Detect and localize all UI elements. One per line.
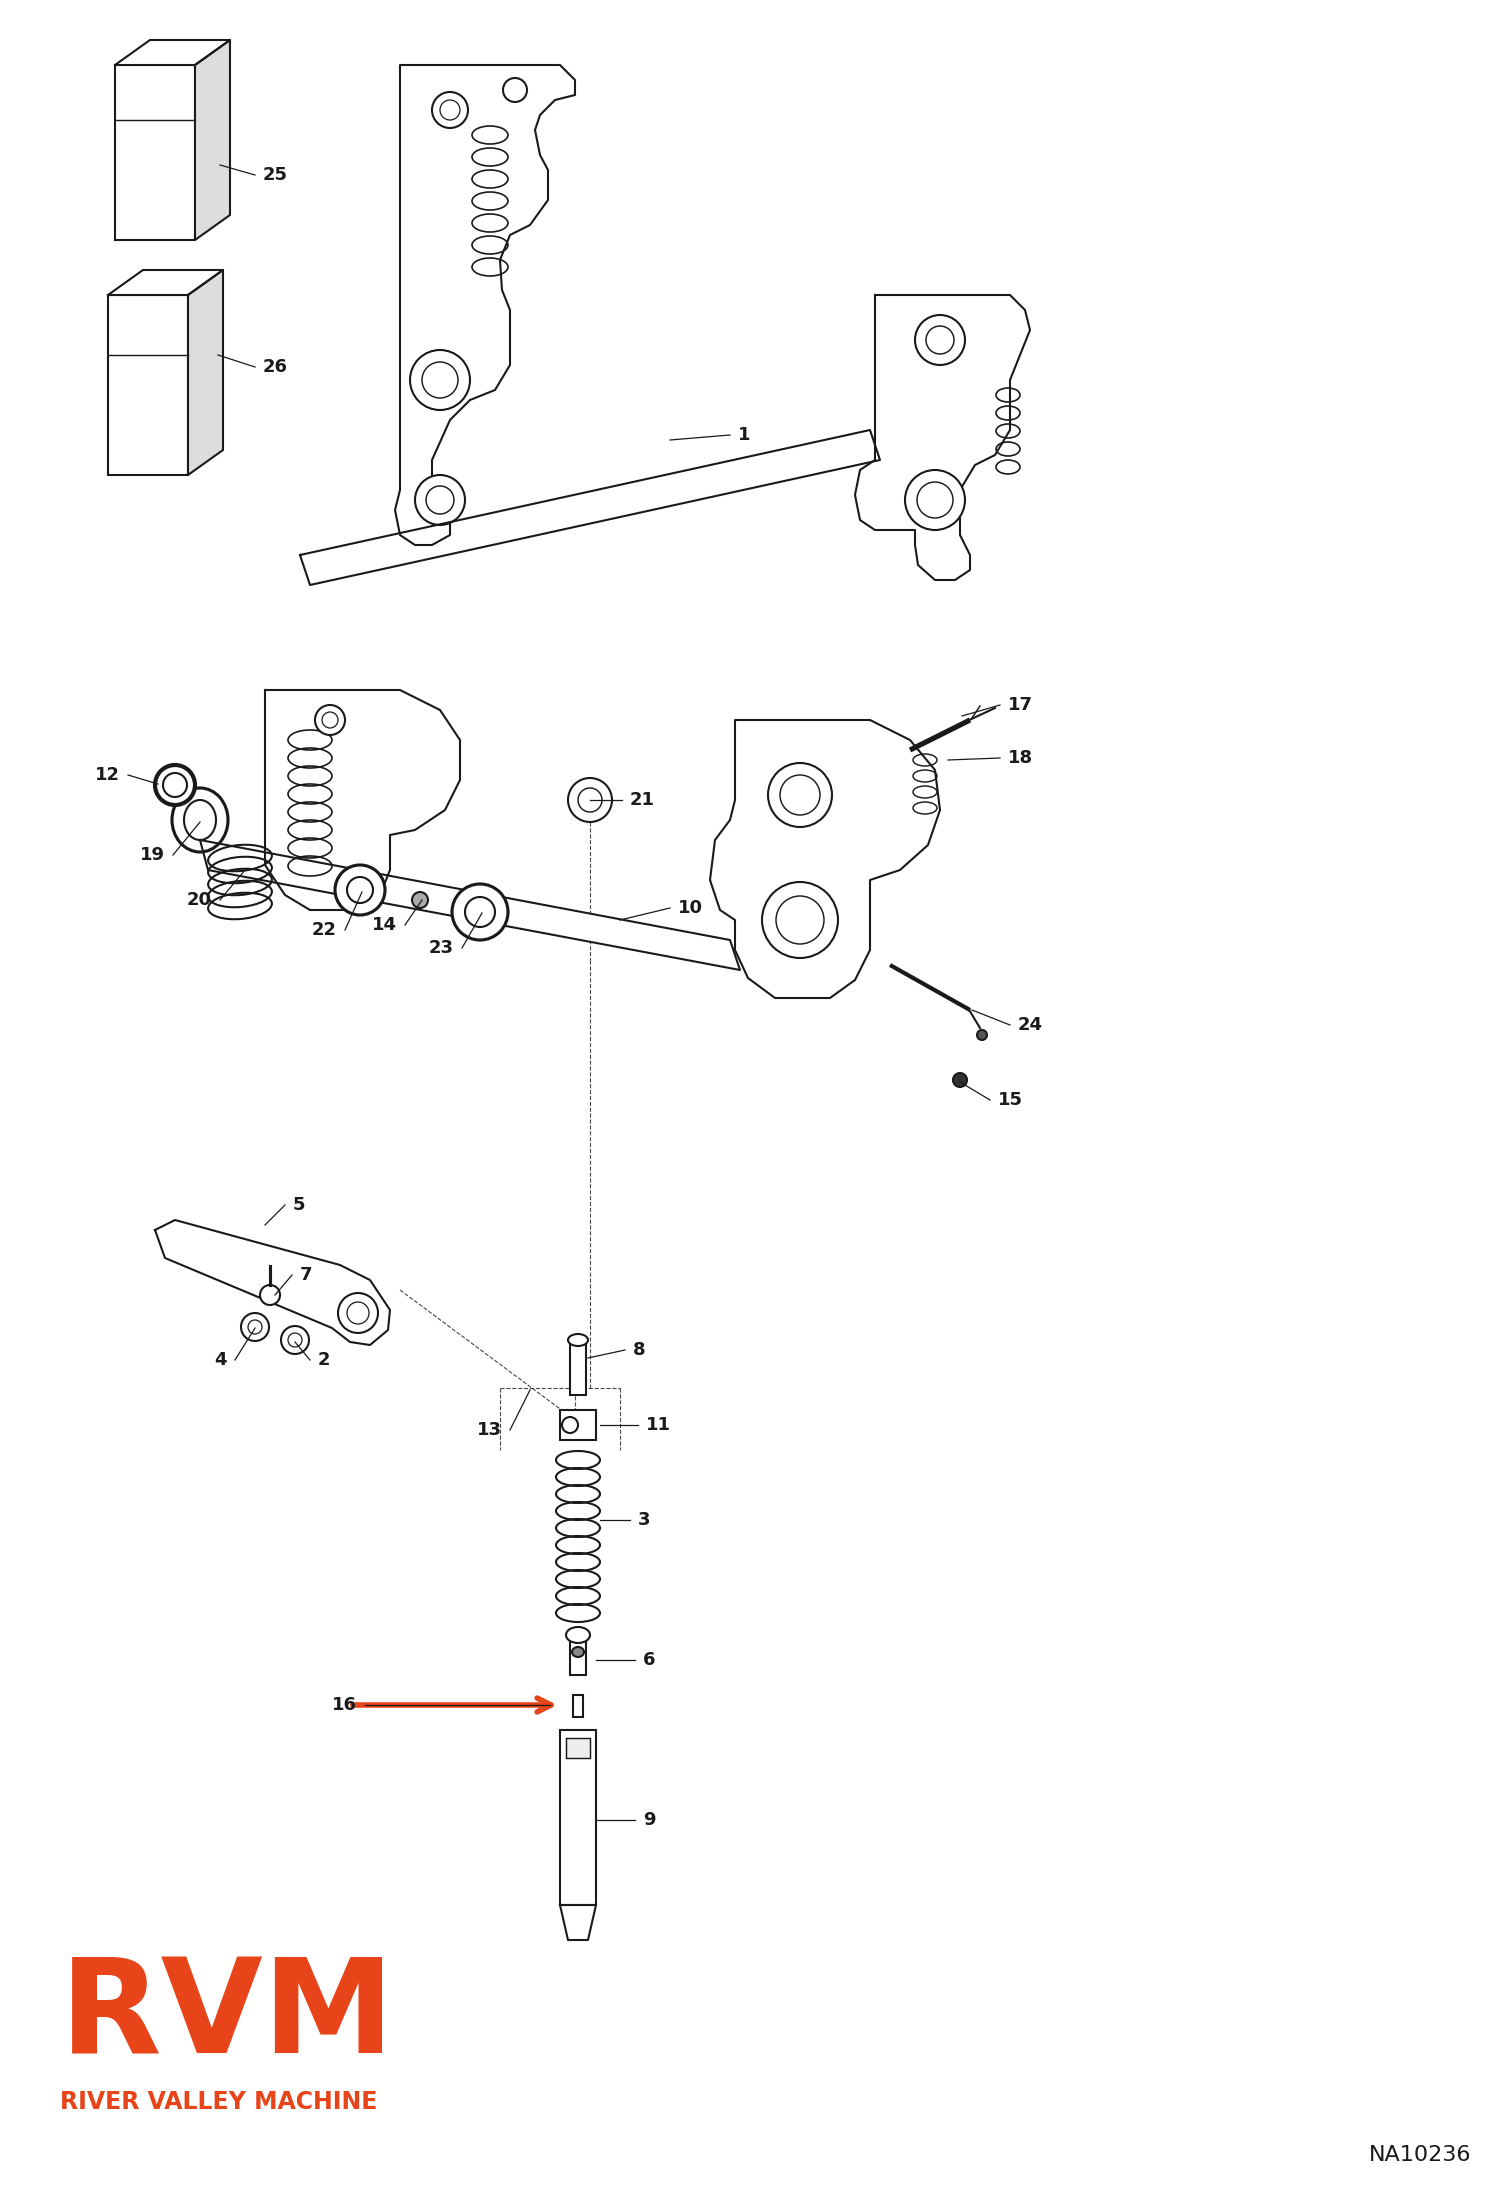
Ellipse shape: [184, 801, 216, 840]
Ellipse shape: [163, 772, 187, 796]
Ellipse shape: [578, 788, 602, 812]
Bar: [566, 1738, 590, 1757]
Ellipse shape: [261, 1286, 280, 1305]
Ellipse shape: [566, 1628, 590, 1643]
Ellipse shape: [503, 79, 527, 101]
Bar: [574, 1696, 583, 1718]
Ellipse shape: [415, 474, 464, 524]
Ellipse shape: [282, 1325, 309, 1354]
Text: 24: 24: [1019, 1016, 1043, 1033]
Bar: [571, 1635, 586, 1674]
Polygon shape: [195, 39, 231, 239]
Ellipse shape: [572, 1648, 584, 1656]
Text: NA10236: NA10236: [1369, 2146, 1471, 2165]
Text: RVM: RVM: [60, 1953, 395, 2080]
Ellipse shape: [172, 788, 228, 851]
Ellipse shape: [926, 327, 954, 353]
Polygon shape: [108, 270, 223, 294]
Ellipse shape: [917, 483, 953, 518]
Ellipse shape: [288, 1334, 303, 1347]
Text: RIVER VALLEY MACHINE: RIVER VALLEY MACHINE: [60, 2091, 377, 2115]
Ellipse shape: [440, 101, 460, 121]
Text: 15: 15: [998, 1090, 1023, 1108]
Ellipse shape: [410, 351, 470, 410]
Text: 21: 21: [631, 792, 655, 810]
Text: 16: 16: [333, 1696, 357, 1714]
Ellipse shape: [412, 893, 428, 908]
Polygon shape: [265, 689, 460, 911]
Text: 11: 11: [646, 1415, 671, 1435]
Bar: [560, 1411, 596, 1439]
Bar: [108, 294, 189, 474]
Ellipse shape: [431, 92, 467, 127]
Ellipse shape: [241, 1312, 270, 1341]
Bar: [571, 1341, 586, 1395]
Ellipse shape: [776, 895, 824, 943]
Ellipse shape: [780, 774, 819, 814]
Polygon shape: [201, 840, 740, 970]
Text: 5: 5: [294, 1196, 306, 1213]
Text: 3: 3: [638, 1512, 650, 1529]
Text: 6: 6: [643, 1652, 656, 1670]
Polygon shape: [154, 1220, 389, 1345]
Text: 10: 10: [679, 900, 703, 917]
Text: 4: 4: [214, 1352, 228, 1369]
Text: 18: 18: [1008, 748, 1034, 768]
Ellipse shape: [315, 704, 345, 735]
Polygon shape: [300, 430, 879, 586]
Text: 22: 22: [312, 921, 337, 939]
Polygon shape: [115, 39, 231, 66]
Ellipse shape: [322, 713, 339, 728]
Ellipse shape: [568, 779, 613, 823]
Text: 9: 9: [643, 1810, 656, 1830]
Ellipse shape: [249, 1321, 262, 1334]
Text: 14: 14: [372, 917, 397, 935]
Text: 8: 8: [634, 1341, 646, 1358]
Text: 23: 23: [428, 939, 454, 957]
Text: 7: 7: [300, 1266, 313, 1283]
Text: 19: 19: [139, 847, 165, 864]
Ellipse shape: [762, 882, 837, 959]
Text: 2: 2: [318, 1352, 331, 1369]
Ellipse shape: [339, 1292, 377, 1334]
Ellipse shape: [425, 487, 454, 513]
Text: 26: 26: [264, 358, 288, 375]
Polygon shape: [189, 270, 223, 474]
Bar: [560, 1731, 596, 1904]
Ellipse shape: [464, 897, 494, 928]
Text: 17: 17: [1008, 695, 1034, 713]
Ellipse shape: [348, 878, 373, 904]
Ellipse shape: [977, 1029, 987, 1040]
Text: 1: 1: [739, 426, 750, 443]
Ellipse shape: [348, 1301, 369, 1323]
Text: 12: 12: [94, 766, 120, 783]
Text: 25: 25: [264, 167, 288, 184]
Ellipse shape: [905, 470, 965, 531]
Ellipse shape: [452, 884, 508, 939]
Ellipse shape: [336, 864, 385, 915]
Text: 13: 13: [476, 1422, 502, 1439]
Ellipse shape: [562, 1417, 578, 1433]
Ellipse shape: [768, 764, 831, 827]
Ellipse shape: [568, 1334, 589, 1345]
Ellipse shape: [915, 316, 965, 364]
Polygon shape: [560, 1904, 596, 1939]
Ellipse shape: [154, 766, 195, 805]
Ellipse shape: [953, 1073, 968, 1086]
Polygon shape: [710, 720, 941, 998]
Polygon shape: [395, 66, 575, 544]
Polygon shape: [855, 294, 1031, 579]
Bar: [115, 66, 195, 239]
Text: 20: 20: [187, 891, 213, 908]
Ellipse shape: [422, 362, 458, 397]
